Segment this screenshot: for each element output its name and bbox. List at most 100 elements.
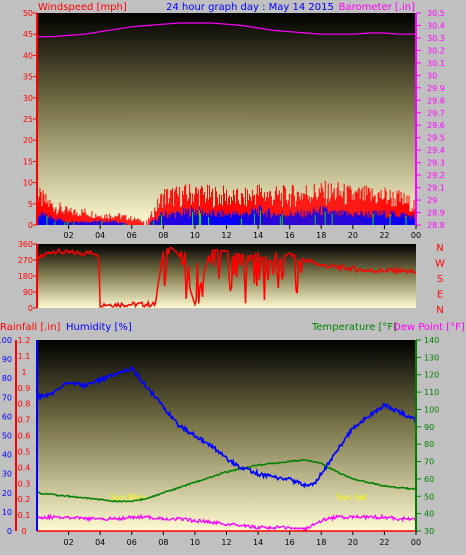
wind-x-tick-label: 04 — [95, 231, 105, 240]
rainfall-tick-label: 0.7 — [18, 416, 31, 425]
barometer-tick-label: 28.9 — [427, 209, 445, 218]
wind-barometer-chart: 0 5 10 15 20 25 30 35 40 45 50 28.8 28.9 29 29.1 29.2 29… — [23, 9, 445, 240]
temperature-tick-label: 110 — [424, 388, 439, 397]
page-title: 24 hour graph day : May 14 2015 — [166, 2, 334, 13]
temperature-tick-label: 100 — [424, 405, 439, 414]
wind-x-tick-label: 16 — [285, 231, 295, 240]
temperature-tick-label: 40 — [424, 510, 434, 519]
wind-x-tick-label: 08 — [158, 231, 168, 240]
rainfall-tick-label: 1 — [21, 368, 26, 377]
wind-x-tick-label: 00 — [411, 231, 421, 240]
barometer-tick-label: 30.5 — [427, 9, 445, 18]
rainfall-tick-label: 1.1 — [18, 352, 31, 361]
humidity-tick-label: 80 — [2, 374, 12, 383]
windspeed-tick-label: 25 — [23, 115, 33, 124]
barometer-tick-label: 28.8 — [427, 221, 445, 230]
wind-x-tick-label: 10 — [190, 231, 200, 240]
windspeed-tick-label: 30 — [23, 94, 33, 103]
barometer-axis-label: Barometer [.in] — [339, 2, 415, 13]
temp-x-tick-label: 14 — [253, 538, 263, 547]
wind-x-tick-label: 14 — [253, 231, 263, 240]
direction-compass-label: N — [436, 305, 443, 316]
direction-tick-label: 0 — [28, 304, 33, 313]
temp-x-tick-label: 00 — [411, 538, 421, 547]
windspeed-tick-label: 35 — [23, 73, 33, 82]
barometer-series-line — [37, 22, 416, 38]
temperature-plot-area — [37, 340, 416, 531]
humidity-series-line — [36, 366, 417, 489]
wind-direction-series-line — [36, 246, 417, 309]
wind-x-tick-label: 22 — [379, 231, 389, 240]
humidity-tick-label: 100 — [0, 336, 12, 345]
temperature-humidity-chart: 0 0.1 0.2 0.3 0.4 0.5 0.6 0.7 0.8 0.9 1 1.1 1.2 0 10 20… — [0, 336, 439, 547]
rainfall-tick-label: 0.4 — [18, 463, 31, 472]
barometer-tick-label: 29.7 — [427, 109, 445, 118]
windspeed-tick-label: 15 — [23, 157, 33, 166]
humidity-tick-label: 60 — [2, 412, 12, 421]
barometer-tick-label: 29.4 — [427, 146, 445, 155]
humidity-tick-label: 20 — [2, 489, 12, 498]
direction-compass-label: W — [435, 259, 445, 270]
humidity-tick-label: 30 — [2, 470, 12, 479]
windspeed-tick-label: 50 — [23, 9, 33, 18]
temperature-series-line — [36, 458, 417, 503]
temp-x-tick-label: 06 — [127, 538, 137, 547]
wind-x-tick-label: 02 — [63, 231, 73, 240]
rainfall-tick-label: 0 — [21, 527, 26, 536]
direction-tick-label: 180 — [18, 272, 33, 281]
temp-x-tick-label: 22 — [379, 538, 389, 547]
rainfall-tick-label: 1.2 — [18, 336, 31, 345]
barometer-tick-label: 29.2 — [427, 171, 445, 180]
direction-tick-label: 360 — [18, 240, 33, 249]
direction-tick-label: 90 — [23, 288, 33, 297]
barometer-tick-label: 29.1 — [427, 184, 445, 193]
rainfall-tick-label: 0.1 — [18, 511, 31, 520]
temperature-tick-label: 60 — [424, 475, 434, 484]
direction-compass-label: N — [436, 243, 443, 254]
barometer-tick-label: 29.5 — [427, 134, 445, 143]
humidity-tick-label: 70 — [2, 393, 12, 402]
barometer-tick-label: 29 — [427, 196, 437, 205]
windspeed-tick-label: 0 — [28, 221, 33, 230]
wind-x-tick-label: 06 — [127, 231, 137, 240]
windspeed-tick-label: 20 — [23, 136, 33, 145]
temp-x-tick-label: 16 — [285, 538, 295, 547]
barometer-tick-label: 30.1 — [427, 59, 445, 68]
rainfall-tick-label: 0.2 — [18, 495, 31, 504]
rainfall-tick-label: 0.3 — [18, 479, 31, 488]
rainfall-tick-label: 0.6 — [18, 432, 31, 441]
barometer-tick-label: 29.8 — [427, 96, 445, 105]
direction-compass-label: S — [437, 274, 443, 285]
windspeed-tick-label: 40 — [23, 51, 33, 60]
rainfall-tick-label: 0.8 — [18, 400, 31, 409]
temp-x-tick-label: 10 — [190, 538, 200, 547]
temperature-tick-label: 80 — [424, 440, 434, 449]
temperature-tick-label: 50 — [424, 492, 434, 501]
temperature-tick-label: 70 — [424, 458, 434, 467]
sun-rise-label: Sun Rise — [111, 493, 146, 502]
wind-x-tick-label: 18 — [316, 231, 326, 240]
humidity-tick-label: 90 — [2, 355, 12, 364]
rainfall-tick-label: 0.9 — [18, 384, 31, 393]
direction-tick-label: 270 — [18, 256, 33, 265]
barometer-tick-label: 30.4 — [427, 21, 445, 30]
humidity-tick-label: 10 — [2, 508, 12, 517]
temp-x-tick-label: 08 — [158, 538, 168, 547]
temperature-tick-label: 140 — [424, 336, 439, 345]
windspeed-tick-label: 45 — [23, 30, 33, 39]
temperature-tick-label: 130 — [424, 353, 439, 362]
humidity-axis-label: Humidity [%] — [66, 322, 132, 333]
wind-x-tick-label: 20 — [348, 231, 358, 240]
windspeed-tick-label: 10 — [23, 179, 33, 188]
dew-point-series-line — [36, 513, 417, 533]
temperature-tick-label: 90 — [424, 423, 434, 432]
rainfall-axis-label: Rainfall [.in] — [0, 322, 61, 333]
temp-x-tick-label: 18 — [316, 538, 326, 547]
barometer-tick-label: 29.9 — [427, 84, 445, 93]
temp-x-tick-label: 12 — [221, 538, 231, 547]
humidity-tick-label: 0 — [7, 527, 12, 536]
humidity-tick-label: 40 — [2, 451, 12, 460]
temp-x-tick-label: 20 — [348, 538, 358, 547]
barometer-tick-label: 30.2 — [427, 46, 445, 55]
barometer-tick-label: 30.3 — [427, 34, 445, 43]
